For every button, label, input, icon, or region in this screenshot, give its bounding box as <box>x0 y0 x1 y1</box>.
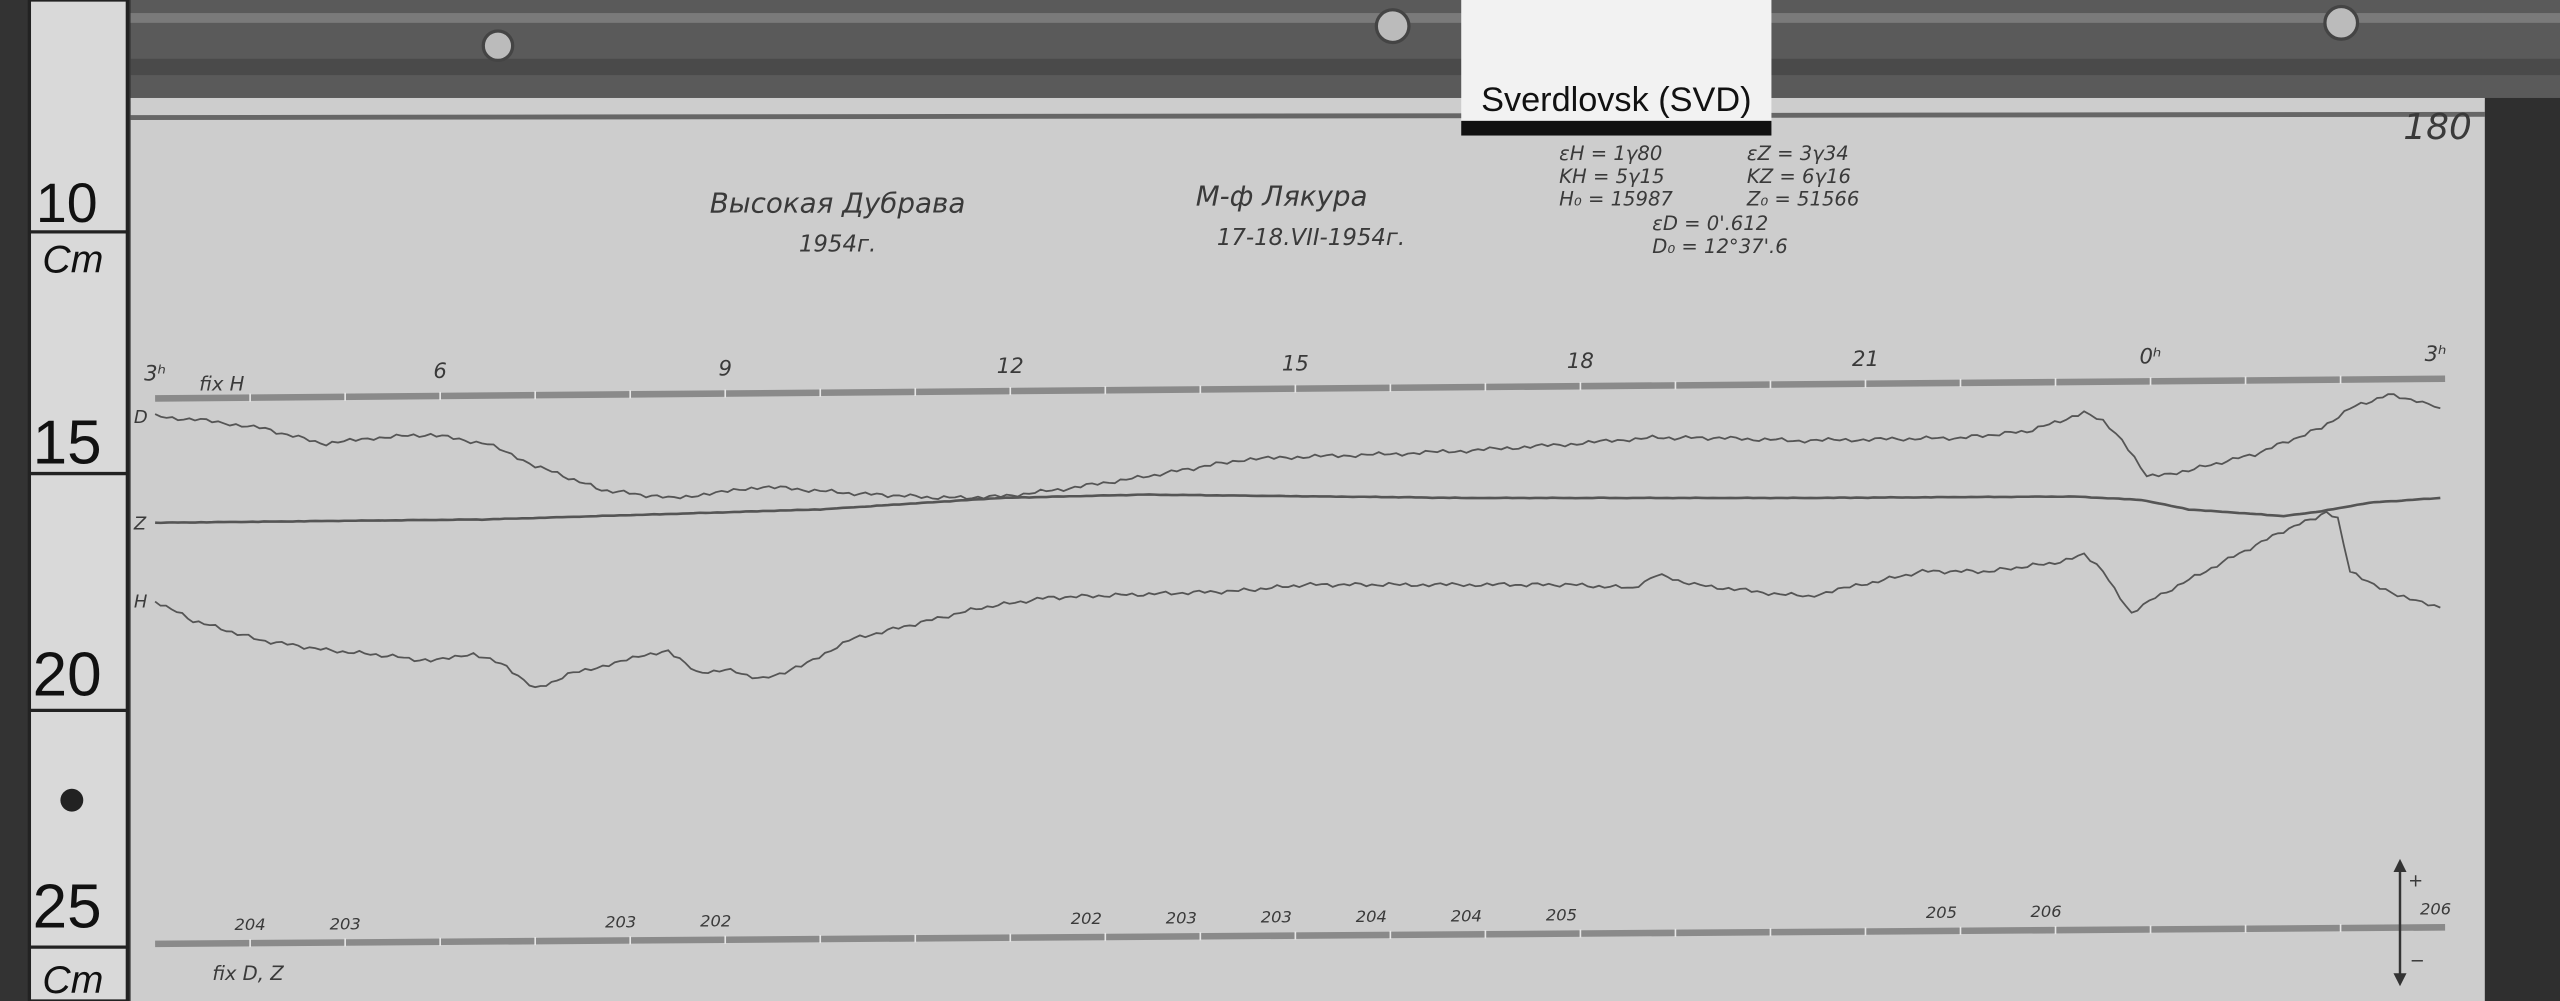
right-board-edge <box>2484 97 2560 1001</box>
station-year: 1954г. <box>799 231 876 257</box>
sheet-number: 180 <box>2403 107 2472 148</box>
left-ruler <box>27 0 129 1001</box>
screws <box>481 4 2360 63</box>
ruler-label-25: 25 <box>33 873 102 942</box>
baseline-value-label: 203 <box>605 912 636 931</box>
hour-tick-label: 0ʰ <box>2140 344 2162 369</box>
station-label-card <box>1461 0 1772 125</box>
magnetic-traces <box>154 393 2441 689</box>
hour-tick-label: 15 <box>1282 352 1309 377</box>
baseline-bottom: 204 203 203 202 202 203 203 204 204 205 205 206 206 <box>155 899 2451 948</box>
screw-icon <box>481 29 515 63</box>
baseline-value-label: 204 <box>1356 907 1387 926</box>
paper-top-edge <box>130 111 2485 121</box>
polarity-arrow: + − <box>2393 858 2425 987</box>
baseline-value-label: 206 <box>2030 902 2061 921</box>
constant-eps-h: εH = 1γ80 <box>1559 142 1662 165</box>
baseline-value-label: 202 <box>1071 909 1102 928</box>
time-axis-top: 3ʰ 6 9 12 15 18 21 0ʰ 3ʰ <box>144 342 2447 402</box>
paper-sheet <box>130 97 2485 1001</box>
constant-eps-d: εD = 0'.612 <box>1652 212 1768 235</box>
baseline-value-label: 204 <box>235 915 266 934</box>
ruler-label-20: 20 <box>33 641 102 710</box>
station-name: Высокая Дубрава <box>710 186 966 219</box>
trace-label-h: H <box>134 591 148 612</box>
ruler-hole <box>60 788 84 812</box>
constant-h0: H₀ = 15987 <box>1559 188 1673 211</box>
hour-tick-label: 6 <box>433 359 447 384</box>
minus-sign: − <box>2410 951 2425 972</box>
hour-tick-label: 12 <box>997 354 1024 379</box>
baseline-value-label: 205 <box>1926 903 1957 922</box>
ruler-label-10: 10 <box>36 172 98 234</box>
station-label-bar <box>1461 120 1772 136</box>
baseline-value-label: 203 <box>330 914 361 933</box>
instrument-name: М-ф Лякура <box>1196 180 1368 213</box>
ruler-unit-bottom: Cm <box>42 959 103 1001</box>
baseline-value-label: 205 <box>1546 906 1577 925</box>
hour-tick-label: 21 <box>1852 347 1879 372</box>
plus-sign: + <box>2408 871 2423 892</box>
constant-k-h: KH = 5γ15 <box>1559 165 1664 188</box>
baseline-value-label: 203 <box>1261 908 1292 927</box>
baseline-line <box>155 924 2446 948</box>
baseline-value-label: 202 <box>700 912 731 931</box>
constant-k-z: KZ = 6γ16 <box>1747 165 1851 188</box>
constant-d0: D₀ = 12°37'.6 <box>1652 235 1787 258</box>
scale-constants: εH = 1γ80 KH = 5γ15 H₀ = 15987 εZ = 3γ34… <box>1559 142 1859 258</box>
screw-icon <box>2323 4 2360 41</box>
trace-d <box>154 393 2441 500</box>
record-date: 17-18.VII-1954г. <box>1217 225 1405 251</box>
arrow-up-icon <box>2393 858 2407 872</box>
trace-label-z: Z <box>133 513 147 534</box>
glass-edge <box>130 13 2560 23</box>
arrow-down-icon <box>2393 973 2407 987</box>
ruler-unit-top: Cm <box>42 239 103 282</box>
ruler-label-15: 15 <box>33 409 102 478</box>
constant-z0: Z₀ = 51566 <box>1746 188 1859 211</box>
trace-h <box>154 510 2441 689</box>
screw-icon <box>1374 8 1411 45</box>
hour-tick-label: 9 <box>718 357 732 382</box>
baseline-value-label: 204 <box>1451 906 1482 925</box>
baseline-value-label: 206 <box>2420 899 2451 918</box>
constant-eps-z: εZ = 3γ34 <box>1747 142 1849 165</box>
hour-tick-label: 3ʰ <box>144 361 166 386</box>
trace-labels: D Z H <box>133 407 148 613</box>
hour-tick-label: 3ʰ <box>2425 342 2447 367</box>
station-label: Sverdlovsk (SVD) <box>1481 81 1751 119</box>
time-axis-line <box>155 375 2446 402</box>
fix-dz-note: fix D, Z <box>212 962 284 985</box>
trace-label-d: D <box>134 407 148 428</box>
trace-z <box>155 493 2441 525</box>
glass-shadow <box>130 58 2560 76</box>
hour-tick-label: 18 <box>1567 349 1594 374</box>
baseline-value-label: 203 <box>1166 908 1197 927</box>
fix-h-note: fix H <box>199 372 244 395</box>
